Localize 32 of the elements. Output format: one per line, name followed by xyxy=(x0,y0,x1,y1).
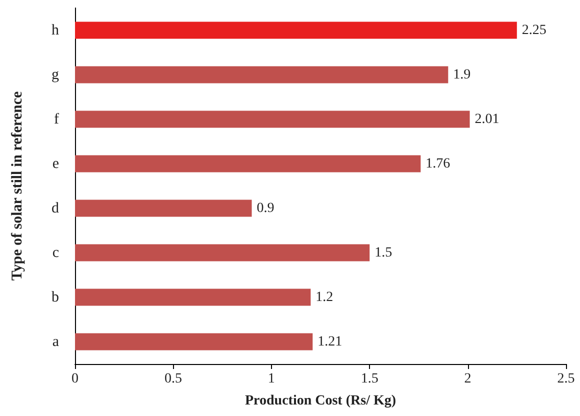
bar xyxy=(75,22,517,39)
x-tick-label: 1.5 xyxy=(360,372,378,386)
y-axis-title: Type of solar still in reference xyxy=(10,91,26,281)
x-tick-label: 0.5 xyxy=(164,372,182,386)
data-label: 2.25 xyxy=(522,22,546,38)
data-label: 1.76 xyxy=(426,156,450,172)
y-tick-label: f xyxy=(54,111,59,128)
x-tick-label: 1 xyxy=(268,372,275,386)
data-label: 1.5 xyxy=(374,245,392,260)
data-label: 1.21 xyxy=(318,334,342,350)
bar xyxy=(75,333,313,350)
bar xyxy=(75,66,448,84)
bar xyxy=(75,200,252,217)
data-label: 1.2 xyxy=(316,290,334,305)
y-tick-label: e xyxy=(52,156,60,172)
y-tick-label: b xyxy=(52,289,59,306)
bar xyxy=(75,244,370,262)
data-label: 0.9 xyxy=(256,200,274,216)
x-axis-title: Production Cost (Rs/ Kg) xyxy=(244,394,396,408)
bar xyxy=(75,110,470,128)
bar xyxy=(75,288,311,306)
y-tick-label: a xyxy=(52,334,60,350)
data-label: 2.01 xyxy=(474,112,500,127)
y-tick-label: c xyxy=(52,244,60,261)
x-tick-label: 2.5 xyxy=(557,372,575,386)
y-tick-label: g xyxy=(52,66,60,83)
y-tick-label: h xyxy=(52,22,60,38)
bar xyxy=(75,155,421,172)
x-tick-label: 0 xyxy=(72,372,78,386)
x-tick-label: 2 xyxy=(464,372,472,386)
y-tick-label: d xyxy=(52,200,60,216)
data-label: 1.9 xyxy=(453,67,471,82)
